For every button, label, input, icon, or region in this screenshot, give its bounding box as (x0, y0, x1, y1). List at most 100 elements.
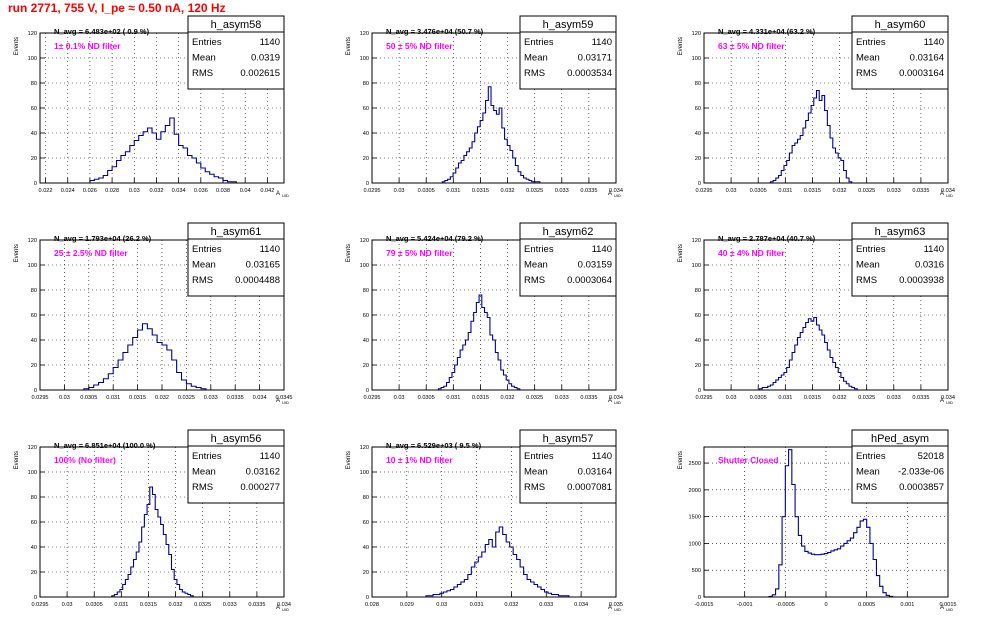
y-axis-label: Events (678, 244, 684, 262)
x-tick-label: 0.033 (223, 602, 237, 608)
x-tick-label: 0.0345 (275, 395, 292, 401)
x-tick-label: 0.03 (726, 188, 737, 194)
x-axis-label: A (608, 191, 612, 197)
stats-value: -2.033e-06 (898, 467, 944, 478)
x-tick-label: 0.0325 (858, 188, 875, 194)
stats-key: Entries (856, 244, 886, 255)
x-tick-label: 0.033 (555, 188, 569, 194)
y-axis-label: Events (678, 451, 684, 469)
stats-value: 0.03164 (910, 53, 944, 64)
stats-box (519, 429, 617, 504)
x-tick-label: 0.034 (253, 395, 267, 401)
y-axis-label: Events (14, 37, 20, 55)
stats-key: Mean (192, 467, 216, 478)
x-tick-label: 0.034 (609, 188, 623, 194)
x-tick-label: 0.042 (260, 188, 274, 194)
x-tick-label: 0.0325 (858, 395, 875, 401)
histogram-panel-h_asym59: 0.0295 0.03 0.0305 0.031 0.0315 0.032 0.0325 0.… (346, 15, 623, 198)
y-tick-label: 40 (695, 131, 701, 137)
stats-key: Entries (192, 451, 222, 462)
navg-label: N_avg = 3.476e+04 (50.7 %) (386, 27, 484, 36)
stats-key: RMS (192, 275, 213, 286)
y-tick-label: 80 (31, 495, 37, 501)
x-tick-label: 0.0325 (178, 395, 195, 401)
y-tick-label: 80 (31, 81, 37, 87)
navg-label: N_avg = 6.851e+04 (100.0 %) (54, 441, 156, 450)
stats-value: 0.0316 (915, 260, 944, 271)
x-tick-label: 0.0325 (526, 188, 543, 194)
y-tick-label: 40 (363, 131, 369, 137)
x-tick-label: 0.0305 (750, 395, 767, 401)
x-tick-label: 0.0315 (140, 602, 157, 608)
histogram-panel-h_asym61: 0.0295 0.03 0.0305 0.031 0.0315 0.032 0.0325 0.… (14, 222, 293, 405)
x-tick-label: 0.03 (62, 602, 73, 608)
y-axis-label: Events (346, 37, 352, 55)
histogram-panel-h_asym56: 0.0295 0.03 0.0305 0.031 0.0315 0.032 0.0325 0.… (14, 429, 291, 612)
x-axis-label: A (276, 398, 280, 404)
x-tick-label: 0.0335 (580, 188, 597, 194)
stats-value: 1140 (592, 37, 612, 48)
stats-key: Mean (524, 53, 548, 64)
y-tick-label: 120 (360, 445, 369, 451)
y-tick-label: 120 (360, 31, 369, 37)
stats-title: h_asym63 (875, 226, 926, 238)
stats-value: 0.03159 (578, 260, 612, 271)
stats-box (519, 222, 617, 297)
stats-key: Entries (192, 37, 222, 48)
x-tick-label: 0.033 (204, 395, 218, 401)
x-tick-label: 0.0305 (80, 395, 97, 401)
stats-value: 0.0003164 (899, 68, 944, 79)
y-tick-label: 1000 (689, 541, 701, 547)
histogram-panel-h_asym58: 0.022 0.024 0.026 0.028 0.03 0.032 0.034 0.036 0… (14, 15, 289, 198)
y-tick-label: 100 (360, 263, 369, 269)
histogram-panel-hPed_asym: -0.0015 -0.001 -0.0005 0 0.0005 0.001 0.0015 0 5… (678, 429, 957, 612)
stats-key: Mean (192, 260, 216, 271)
stats-key: Entries (524, 451, 554, 462)
histogram-series-line (768, 449, 894, 598)
stats-key: RMS (192, 482, 213, 493)
x-axis-label-sub: UID (282, 607, 289, 612)
stats-value: 1140 (924, 37, 944, 48)
x-tick-label: 0.028 (105, 188, 119, 194)
navg-label: N_avg = 6.483e+02 ( 0.9 %) (54, 27, 150, 36)
y-tick-label: 20 (31, 156, 37, 162)
stats-key: RMS (856, 275, 877, 286)
stats-value: 0.0003064 (567, 275, 612, 286)
x-tick-label: 0.032 (155, 395, 169, 401)
stats-key: RMS (524, 275, 545, 286)
y-tick-label: 20 (695, 156, 701, 162)
y-tick-label: 80 (363, 288, 369, 294)
y-tick-label: 0 (34, 388, 37, 394)
x-tick-label: 0.0315 (804, 188, 821, 194)
y-tick-label: 60 (31, 313, 37, 319)
run-title: run 2771, 755 V, I_pe ≈ 0.50 nA, 120 Hz (8, 1, 226, 15)
stats-value: 0.0003534 (567, 68, 612, 79)
x-tick-label: 0.0305 (418, 188, 435, 194)
x-tick-label: 0.032 (504, 602, 518, 608)
y-tick-label: 2000 (689, 488, 701, 494)
x-tick-label: 0.001 (900, 602, 914, 608)
x-tick-label: 0.034 (574, 602, 588, 608)
x-axis-label: A (940, 605, 944, 611)
y-tick-label: 120 (692, 238, 701, 244)
x-tick-label: 0.03 (59, 395, 70, 401)
stats-value: 0.0007081 (567, 482, 612, 493)
stats-box (851, 222, 949, 297)
x-axis-label: A (276, 605, 280, 611)
y-tick-label: 100 (360, 470, 369, 476)
y-axis-label: Events (346, 451, 352, 469)
stats-key: Mean (856, 260, 880, 271)
filter-label: 50 ± 5% ND filter (386, 41, 453, 51)
x-tick-label: 0.031 (470, 602, 484, 608)
histogram-panel-h_asym57: 0.028 0.029 0.03 0.031 0.032 0.033 0.034 0.035 0… (346, 429, 623, 612)
x-tick-label: -0.0005 (776, 602, 795, 608)
x-tick-label: 0.04 (240, 188, 251, 194)
y-tick-label: 0 (698, 181, 701, 187)
x-tick-label: 0.031 (446, 188, 460, 194)
x-tick-label: 0.026 (83, 188, 97, 194)
x-tick-label: 0.022 (39, 188, 53, 194)
y-tick-label: 40 (31, 131, 37, 137)
y-tick-label: 500 (692, 568, 701, 574)
stats-key: RMS (524, 68, 545, 79)
y-axis-label: Events (14, 451, 20, 469)
